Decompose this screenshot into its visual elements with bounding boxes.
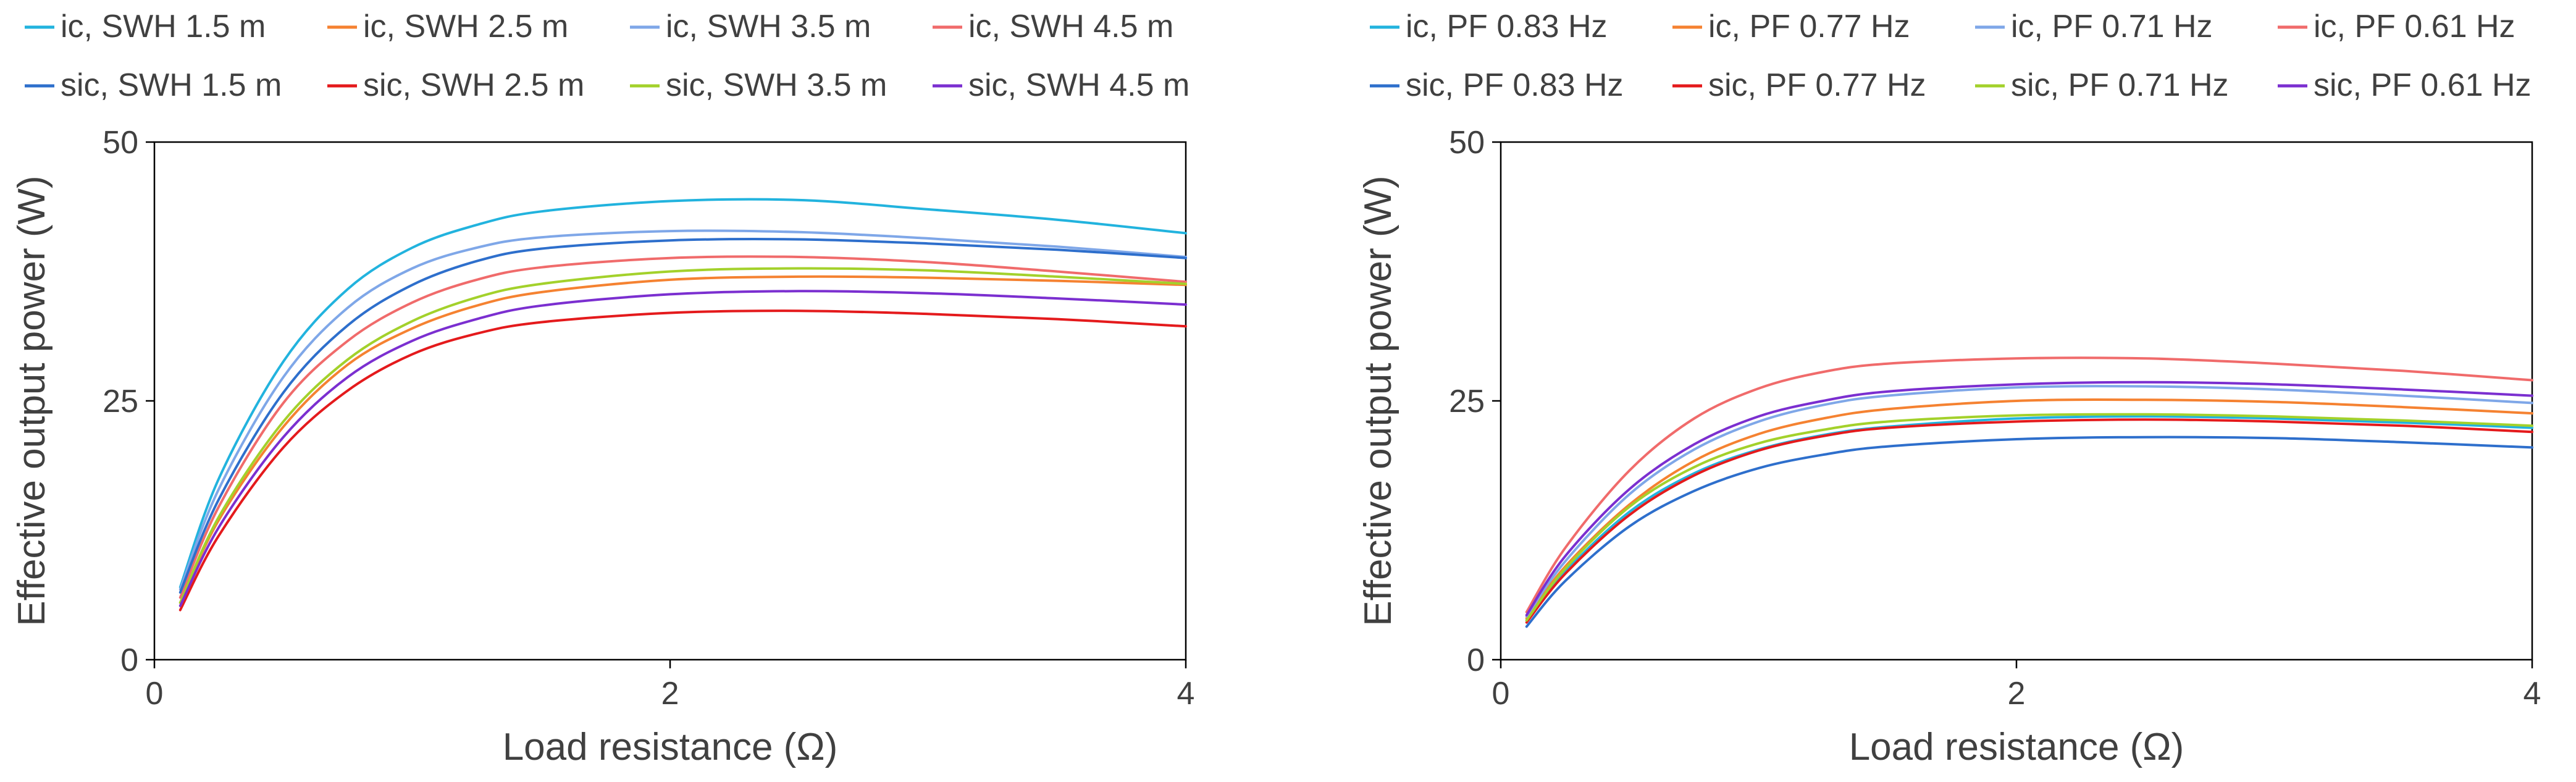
series-line-8 (1525, 380, 2533, 616)
x-axis-title: Load resistance (Ω) (503, 726, 838, 768)
legend: ic, PF 0.83 Hz ic, PF 0.77 Hz ic, PF 0.71 … (1370, 9, 2532, 103)
x-tick-label: 0 (1492, 676, 1510, 712)
legend-label: sic, PF 0.61 Hz (2314, 67, 2532, 103)
series-line-5 (178, 238, 1187, 594)
series-line-2 (178, 275, 1187, 604)
legend-label: sic, PF 0.83 Hz (1406, 67, 1624, 103)
legend-label: sic, PF 0.71 Hz (2011, 67, 2229, 103)
x-tick-label: 4 (2524, 676, 2541, 712)
x-axis-title: Load resistance (Ω) (1849, 726, 2184, 768)
series-line-2 (1525, 398, 2533, 620)
series-line-1 (1525, 415, 2533, 622)
legend-label: ic, SWH 1.5 m (61, 9, 266, 44)
plot-area-frame (153, 141, 1187, 661)
y-tick-label: 25 (1449, 384, 1485, 419)
legend-label: ic, PF 0.71 Hz (2011, 9, 2213, 44)
series-line-4 (178, 255, 1187, 599)
legend-label: ic, PF 0.83 Hz (1406, 9, 1608, 44)
y-tick-label: 50 (103, 125, 138, 161)
y-tick-label: 0 (1467, 642, 1485, 678)
y-tick-label: 25 (103, 384, 138, 419)
series-line-6 (1525, 418, 2533, 624)
legend-label: sic, SWH 2.5 m (363, 67, 584, 103)
y-tick-label: 50 (1449, 125, 1485, 161)
legend: ic, SWH 1.5 m ic, SWH 2.5 m ic, SWH 3.5 m i… (25, 9, 1189, 103)
series-line-7 (178, 267, 1187, 604)
x-tick-label: 4 (1177, 676, 1195, 712)
x-tick-label: 0 (146, 676, 164, 712)
chart-left: 0 2 4 0 25 50 Load resistance (Ω) Effective out… (10, 9, 1194, 768)
legend-label: sic, SWH 3.5 m (666, 67, 887, 103)
x-tick-label: 2 (2008, 676, 2026, 712)
x-tick-label: 2 (661, 676, 679, 712)
series-line-6 (178, 309, 1187, 612)
series-line-1 (178, 198, 1187, 589)
legend-label: ic, SWH 3.5 m (666, 9, 871, 44)
y-axis-title: Effective output power (W) (10, 175, 53, 626)
legend-label: sic, PF 0.77 Hz (1708, 67, 1926, 103)
series-line-5 (1525, 435, 2533, 628)
legend-label: ic, PF 0.61 Hz (2314, 9, 2515, 44)
series-line-3 (1525, 385, 2533, 618)
series-line-8 (178, 290, 1187, 607)
legend-label: ic, SWH 4.5 m (968, 9, 1173, 44)
y-tick-label: 0 (120, 642, 138, 678)
series-line-3 (178, 229, 1187, 591)
chart-right: 0 2 4 0 25 50 Load resistance (Ω) Effective out… (1357, 9, 2541, 768)
legend-label: ic, SWH 2.5 m (363, 9, 568, 44)
legend-label: sic, SWH 1.5 m (61, 67, 282, 103)
y-axis-title: Effective output power (W) (1357, 175, 1399, 626)
legend-label: ic, PF 0.77 Hz (1708, 9, 1910, 44)
legend-label: sic, SWH 4.5 m (968, 67, 1189, 103)
series-line-4 (1525, 356, 2533, 613)
series-line-7 (1525, 413, 2533, 622)
